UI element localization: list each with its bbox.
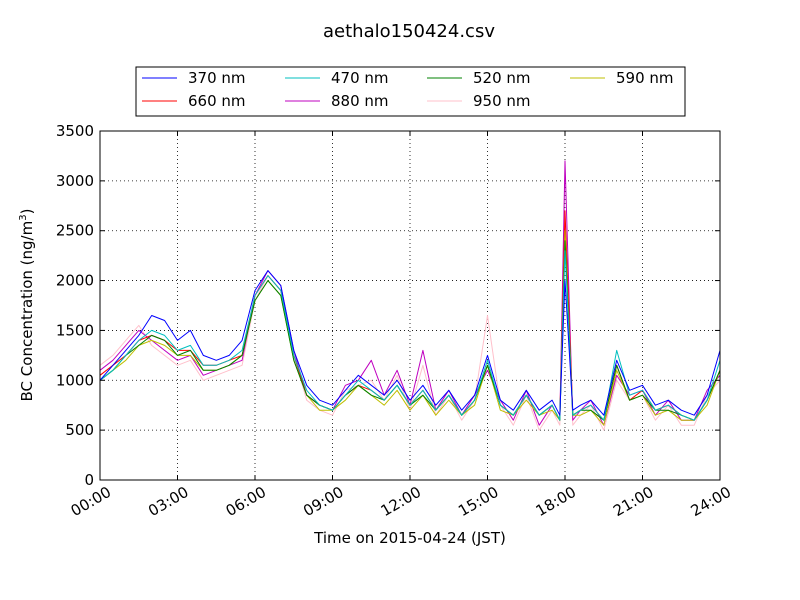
legend-label: 950 nm bbox=[473, 92, 531, 110]
y-axis-label-superscript: 3 bbox=[18, 214, 29, 220]
series-line-880-nm bbox=[99, 160, 721, 426]
chart-title: aethalo150424.csv bbox=[323, 21, 495, 42]
y-tick-label: 1500 bbox=[56, 321, 94, 339]
y-tick-label: 0 bbox=[84, 471, 94, 489]
y-axis-label-main: BC Concentration (ng/m bbox=[18, 221, 36, 402]
legend-label: 370 nm bbox=[188, 69, 246, 87]
y-axis-label: BC Concentration (ng/m3) bbox=[18, 209, 36, 402]
x-tick-label: 12:00 bbox=[378, 483, 424, 520]
y-tick-label: 2500 bbox=[56, 222, 94, 240]
series-line-370-nm bbox=[99, 270, 721, 416]
x-tick-label: 18:00 bbox=[533, 483, 579, 520]
legend-label: 470 nm bbox=[331, 69, 389, 87]
y-tick-label: 3500 bbox=[56, 122, 94, 140]
legend: 370 nm 470 nm 520 nm 590 nm 660 nm 880 nm 950 … bbox=[135, 66, 686, 117]
series-lines bbox=[99, 160, 721, 431]
series-line-950-nm bbox=[99, 220, 721, 431]
x-tick-label: 15:00 bbox=[455, 483, 501, 520]
x-tick-label: 21:00 bbox=[610, 483, 656, 520]
axis-ticks: 00:00 03:00 06:00 09:00 12:00 15:00 18:00 21:00… bbox=[56, 122, 734, 520]
grid-lines bbox=[99, 130, 721, 481]
x-axis-label: Time on 2015-04-24 (JST) bbox=[313, 529, 506, 547]
series-line-470-nm bbox=[99, 250, 721, 421]
legend-label: 590 nm bbox=[616, 69, 674, 87]
series-line-520-nm bbox=[99, 240, 721, 421]
x-tick-label: 24:00 bbox=[688, 483, 734, 520]
y-tick-label: 2000 bbox=[56, 272, 94, 290]
legend-label: 880 nm bbox=[331, 92, 389, 110]
x-tick-label: 03:00 bbox=[145, 483, 191, 520]
y-tick-label: 500 bbox=[65, 421, 94, 439]
legend-box bbox=[135, 66, 686, 117]
legend-label: 660 nm bbox=[188, 92, 246, 110]
y-tick-label: 1000 bbox=[56, 371, 94, 389]
x-tick-label: 06:00 bbox=[223, 483, 269, 520]
y-axis-label-close: ) bbox=[18, 209, 36, 215]
y-tick-label: 3000 bbox=[56, 172, 94, 190]
legend-label: 520 nm bbox=[473, 69, 531, 87]
x-tick-label: 09:00 bbox=[300, 483, 346, 520]
